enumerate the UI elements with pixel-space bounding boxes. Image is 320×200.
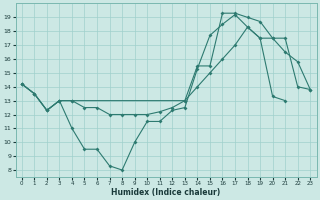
X-axis label: Humidex (Indice chaleur): Humidex (Indice chaleur) (111, 188, 221, 197)
